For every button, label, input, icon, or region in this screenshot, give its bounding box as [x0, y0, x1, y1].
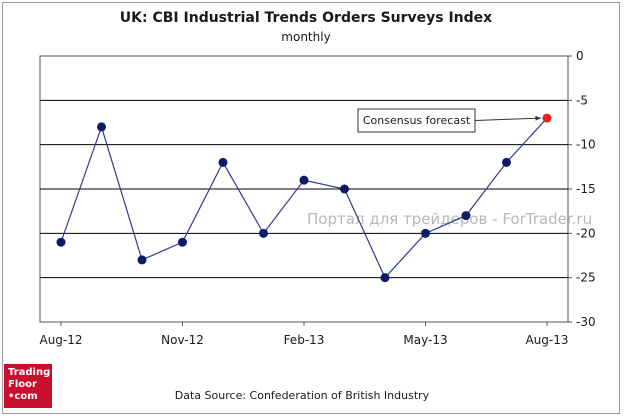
y-tick-label: 0 — [576, 49, 584, 63]
data-point — [380, 273, 390, 283]
tradingfloor-logo: Trading Floor •com — [4, 364, 52, 408]
y-tick-label: -30 — [576, 315, 596, 329]
data-source-text: Data Source: Confederation of British In… — [175, 389, 430, 402]
data-point — [502, 157, 511, 167]
data-point — [421, 228, 430, 238]
y-tick-label: -20 — [576, 226, 596, 240]
data-point — [56, 237, 66, 247]
x-tick-label: Nov-12 — [161, 333, 204, 347]
chart-subtitle: monthly — [281, 30, 330, 44]
series-layer — [56, 117, 548, 283]
logo-line-3: •com — [8, 391, 38, 402]
x-tick-label: Feb-13 — [284, 333, 325, 347]
forecast-point — [542, 113, 552, 123]
chart-title: UK: CBI Industrial Trends Orders Surveys… — [120, 10, 492, 26]
data-point — [178, 237, 187, 247]
logo-line-2: Floor — [8, 379, 37, 390]
forecast-arrow-head — [535, 115, 541, 121]
forecast-annotation: Consensus forecast — [357, 108, 552, 133]
y-tick-label: -10 — [576, 138, 596, 152]
forecast-label: Consensus forecast — [363, 114, 471, 127]
data-point — [299, 175, 309, 185]
x-tick-label: Aug-13 — [525, 333, 568, 347]
forecast-arrow-line — [474, 117, 542, 121]
data-point — [461, 211, 471, 221]
x-axis-ticks: Aug-12 Nov-12 Feb-13 May-13 Aug-13 — [39, 322, 569, 347]
y-axis-ticks: 0 -5 -10 -15 -20 -25 -30 — [568, 49, 596, 329]
x-tick-label: May-13 — [403, 333, 447, 347]
grid-lines — [40, 99, 568, 279]
logo-line-1: Trading — [8, 367, 51, 378]
data-point — [97, 122, 106, 132]
data-point — [259, 228, 268, 238]
y-tick-label: -5 — [576, 93, 588, 107]
y-tick-label: -25 — [576, 271, 596, 285]
data-point — [340, 184, 349, 194]
data-point — [218, 157, 228, 167]
watermark-text: Портал для трейдеров - ForTrader.ru — [307, 210, 592, 228]
data-point — [137, 255, 147, 265]
x-tick-label: Aug-12 — [39, 333, 82, 347]
y-tick-label: -15 — [576, 182, 596, 196]
